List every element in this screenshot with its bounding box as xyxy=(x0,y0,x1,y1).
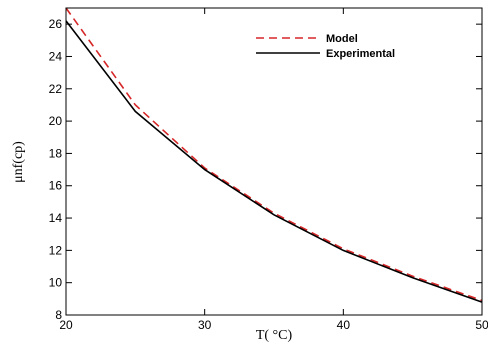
y-tick-label: 24 xyxy=(49,49,63,63)
x-axis-title: T( °C) xyxy=(256,328,293,343)
y-axis-title: μnf(cp) xyxy=(11,141,26,183)
legend-label-experimental: Experimental xyxy=(326,48,395,60)
legend-label-model: Model xyxy=(326,33,358,45)
x-tick-label: 40 xyxy=(337,318,351,332)
ticks-layer: 20 30 40 50 8 10 12 14 16 18 20 22 24 26 xyxy=(49,8,488,332)
x-tick-label: 30 xyxy=(198,318,212,332)
y-tick-label: 18 xyxy=(49,146,63,160)
series-layer xyxy=(65,7,483,303)
series-line-model xyxy=(65,7,483,302)
plot-frame xyxy=(65,7,483,316)
y-tick-label: 10 xyxy=(49,276,63,290)
y-tick-label: 12 xyxy=(49,243,63,257)
y-tick-label: 16 xyxy=(49,179,63,193)
legend: Model Experimental xyxy=(256,33,395,60)
x-tick-label: 50 xyxy=(475,318,488,332)
y-tick-label: 8 xyxy=(55,308,62,322)
y-tick-label: 14 xyxy=(49,211,63,225)
series-line-experimental xyxy=(65,20,483,303)
y-tick-label: 26 xyxy=(49,17,63,31)
x-tick-label: 20 xyxy=(59,318,73,332)
y-tick-label: 20 xyxy=(49,114,63,128)
y-tick-label: 22 xyxy=(49,82,63,96)
